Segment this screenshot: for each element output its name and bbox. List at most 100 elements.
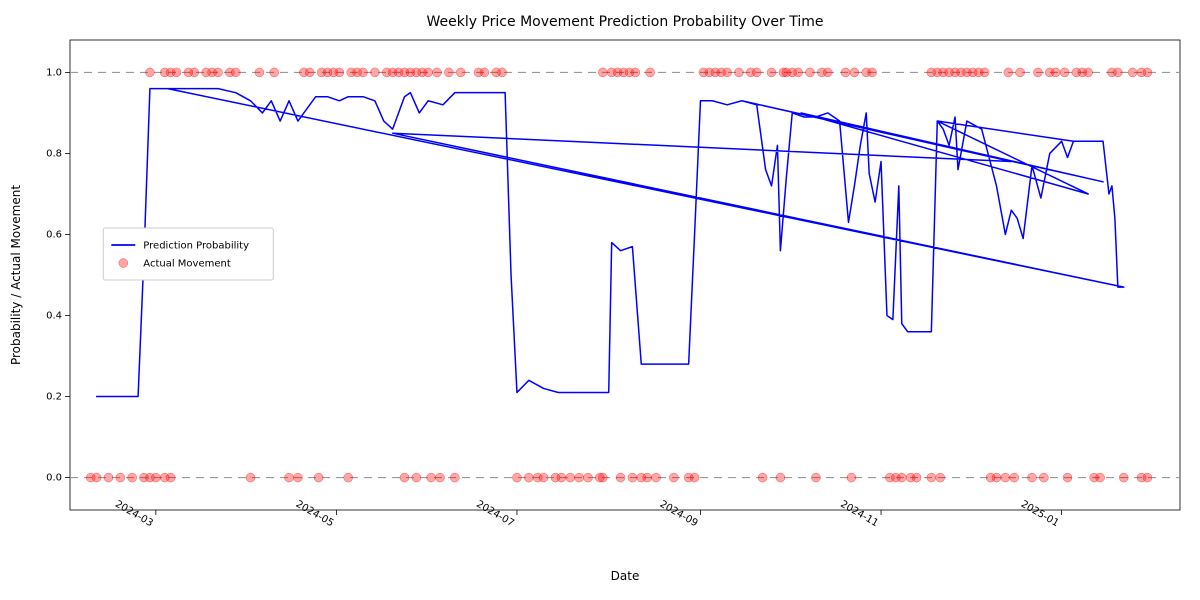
actual-point bbox=[616, 473, 625, 482]
actual-point bbox=[1143, 68, 1152, 77]
y-axis-label: Probability / Actual Movement bbox=[9, 185, 23, 365]
actual-point bbox=[643, 473, 652, 482]
actual-point bbox=[1143, 473, 1152, 482]
actual-point bbox=[314, 473, 323, 482]
actual-point bbox=[305, 68, 314, 77]
chart-svg: 0.00.20.40.60.81.02024-032024-052024-072… bbox=[0, 0, 1200, 600]
actual-point bbox=[92, 473, 101, 482]
actual-point bbox=[927, 473, 936, 482]
actual-point bbox=[370, 68, 379, 77]
actual-point bbox=[512, 473, 521, 482]
actual-point bbox=[1039, 473, 1048, 482]
actual-point bbox=[557, 473, 566, 482]
actual-point bbox=[1128, 68, 1137, 77]
actual-point bbox=[1001, 473, 1010, 482]
actual-point bbox=[1084, 68, 1093, 77]
actual-point bbox=[631, 68, 640, 77]
actual-point bbox=[1033, 68, 1042, 77]
actual-point bbox=[344, 473, 353, 482]
actual-point bbox=[758, 473, 767, 482]
actual-point bbox=[566, 473, 575, 482]
chart-title: Weekly Price Movement Prediction Probabi… bbox=[426, 14, 823, 30]
actual-point bbox=[436, 473, 445, 482]
actual-point bbox=[669, 473, 678, 482]
actual-point bbox=[897, 473, 906, 482]
actual-point bbox=[1060, 68, 1069, 77]
actual-point bbox=[584, 473, 593, 482]
legend bbox=[103, 228, 273, 280]
actual-point bbox=[1096, 473, 1105, 482]
actual-point bbox=[1016, 68, 1025, 77]
actual-point bbox=[412, 473, 421, 482]
actual-point bbox=[255, 68, 264, 77]
actual-point bbox=[850, 68, 859, 77]
actual-point bbox=[811, 473, 820, 482]
y-tick-label: 0.8 bbox=[46, 148, 62, 159]
actual-point bbox=[806, 68, 815, 77]
y-tick-label: 0.6 bbox=[46, 229, 62, 240]
actual-point bbox=[868, 68, 877, 77]
actual-point bbox=[1051, 68, 1060, 77]
actual-point bbox=[539, 473, 548, 482]
actual-point bbox=[823, 68, 832, 77]
actual-point bbox=[1063, 473, 1072, 482]
actual-point bbox=[145, 68, 154, 77]
actual-point bbox=[1119, 473, 1128, 482]
actual-point bbox=[104, 473, 113, 482]
actual-point bbox=[776, 473, 785, 482]
actual-point bbox=[992, 473, 1001, 482]
actual-point bbox=[646, 68, 655, 77]
actual-point bbox=[444, 68, 453, 77]
actual-point bbox=[116, 473, 125, 482]
actual-point bbox=[231, 68, 240, 77]
actual-point bbox=[628, 473, 637, 482]
x-axis-label: Date bbox=[611, 569, 640, 583]
actual-point bbox=[166, 473, 175, 482]
actual-point bbox=[151, 473, 160, 482]
actual-point bbox=[214, 68, 223, 77]
y-tick-label: 0.2 bbox=[46, 392, 62, 403]
legend-label: Actual Movement bbox=[143, 259, 231, 270]
actual-point bbox=[424, 68, 433, 77]
actual-point bbox=[293, 473, 302, 482]
actual-point bbox=[1028, 473, 1037, 482]
legend-marker-icon bbox=[119, 259, 128, 268]
actual-point bbox=[450, 473, 459, 482]
actual-point bbox=[1004, 68, 1013, 77]
actual-point bbox=[400, 473, 409, 482]
actual-point bbox=[427, 473, 436, 482]
actual-point bbox=[575, 473, 584, 482]
y-tick-label: 0.0 bbox=[46, 473, 62, 484]
actual-point bbox=[912, 473, 921, 482]
y-tick-label: 0.4 bbox=[46, 311, 62, 322]
actual-point bbox=[598, 68, 607, 77]
actual-point bbox=[1113, 68, 1122, 77]
actual-point bbox=[723, 68, 732, 77]
actual-point bbox=[480, 68, 489, 77]
actual-point bbox=[847, 473, 856, 482]
actual-point bbox=[794, 68, 803, 77]
actual-point bbox=[285, 473, 294, 482]
actual-point bbox=[1010, 473, 1019, 482]
actual-point bbox=[980, 68, 989, 77]
actual-point bbox=[172, 68, 181, 77]
actual-point bbox=[335, 68, 344, 77]
actual-point bbox=[456, 68, 465, 77]
actual-point bbox=[498, 68, 507, 77]
actual-point bbox=[246, 473, 255, 482]
y-tick-label: 1.0 bbox=[46, 67, 62, 78]
actual-point bbox=[190, 68, 199, 77]
actual-point bbox=[936, 473, 945, 482]
actual-point bbox=[767, 68, 776, 77]
actual-point bbox=[128, 473, 137, 482]
actual-point bbox=[652, 473, 661, 482]
legend-label: Prediction Probability bbox=[143, 241, 249, 252]
actual-point bbox=[524, 473, 533, 482]
actual-point bbox=[433, 68, 442, 77]
actual-point bbox=[270, 68, 279, 77]
price-probability-chart: 0.00.20.40.60.81.02024-032024-052024-072… bbox=[0, 0, 1200, 600]
actual-point bbox=[598, 473, 607, 482]
actual-point bbox=[734, 68, 743, 77]
actual-point bbox=[752, 68, 761, 77]
actual-point bbox=[690, 473, 699, 482]
